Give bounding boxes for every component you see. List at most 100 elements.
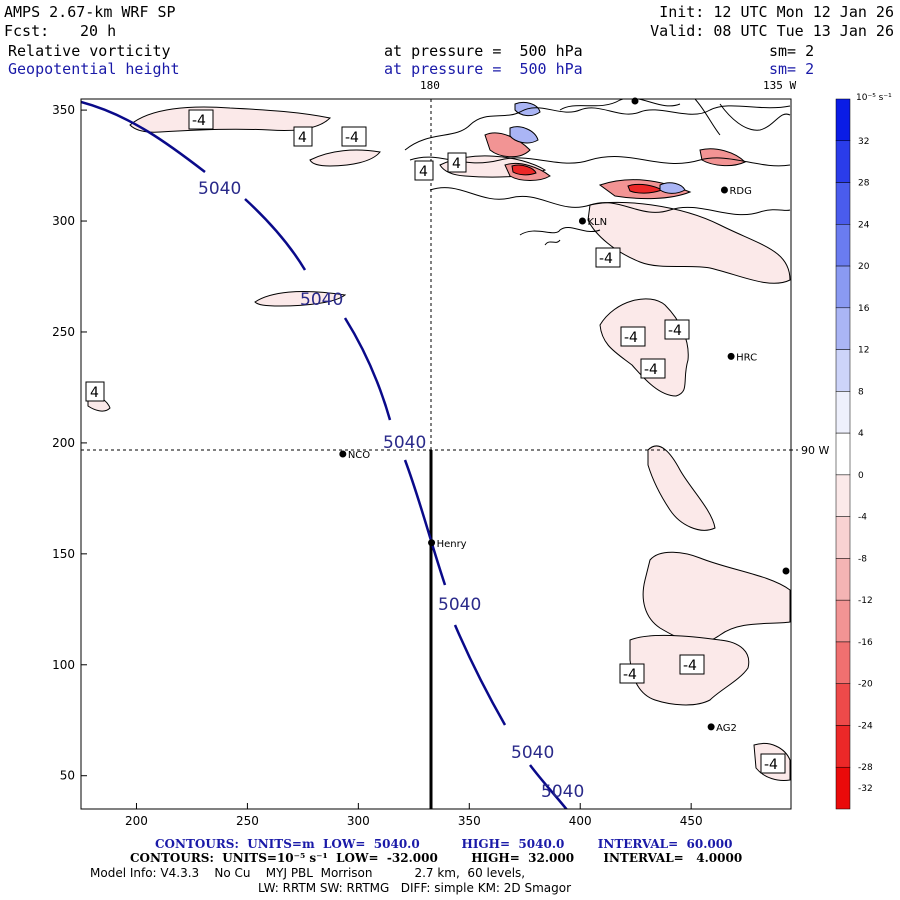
colorbar-swatch <box>835 182 851 225</box>
x-axis-tick-label: 400 <box>569 814 592 828</box>
vorticity-contour-label: -4 <box>764 757 778 773</box>
station-label: RDG <box>729 186 751 197</box>
colorbar-level-label: 20 <box>858 262 870 272</box>
station-label: KLN <box>587 217 607 228</box>
colorbar-level-label: 24 <box>858 220 870 230</box>
colorbar-level-label: -20 <box>858 680 873 690</box>
vorticity-contour-label: -4 <box>644 362 658 378</box>
x-axis-tick-label: 300 <box>347 814 370 828</box>
colorbar-level-label: 0 <box>858 471 864 481</box>
station-marker <box>578 217 586 225</box>
vorticity-contour-label: -4 <box>683 658 697 674</box>
colorbar-level-label: -8 <box>858 554 867 564</box>
meridian-90w-label: 90 W <box>801 444 829 457</box>
colorbar-units: 10⁻⁵ s⁻¹ <box>856 93 892 103</box>
y-axis-tick-label: 150 <box>52 547 75 561</box>
station-marker <box>631 97 639 105</box>
field2-smoothing: sm= 2 <box>769 60 815 78</box>
forecast-value: 20 h <box>80 22 117 40</box>
colorbar-swatch <box>835 558 851 601</box>
field1-smoothing: sm= 2 <box>769 42 815 60</box>
x-axis-tick-label: 250 <box>236 814 259 828</box>
vorticity-contour-label: -4 <box>599 251 613 267</box>
x-axis-tick-label: 350 <box>458 814 481 828</box>
footer-contours-vorticity: CONTOURS: UNITS=10⁻⁵ s⁻¹ LOW= -32.000 HI… <box>130 851 743 865</box>
colorbar-level-label: -16 <box>858 638 873 648</box>
y-axis-tick-label: 300 <box>52 214 75 228</box>
footer-model-info: Model Info: V4.3.3 No Cu MYJ PBL Morriso… <box>90 866 526 880</box>
station-marker <box>782 567 790 575</box>
meridian-180-label: 180 <box>420 79 440 92</box>
colorbar-level-label: -32 <box>858 784 873 794</box>
y-axis-tick-label: 250 <box>52 325 75 339</box>
colorbar-level-label: 28 <box>858 179 870 189</box>
colorbar-swatch <box>835 725 851 768</box>
colorbar-level-label: 4 <box>858 429 864 439</box>
station-marker <box>727 352 735 360</box>
field2-name: Geopotential height <box>8 60 180 78</box>
init-time: Init: 12 UTC Mon 12 Jan 26 <box>659 3 894 21</box>
forecast-label: Fcst: <box>4 22 50 40</box>
vorticity-contour-label: -4 <box>623 667 637 683</box>
footer-contours-height: CONTOURS: UNITS=m LOW= 5040.0 HIGH= 5040… <box>155 837 733 851</box>
y-axis-tick-label: 350 <box>52 103 75 117</box>
colorbar-swatch <box>835 140 851 183</box>
y-axis-tick-label: 200 <box>52 436 75 450</box>
vorticity-contour-label: 4 <box>452 156 461 172</box>
vorticity-contour-label: 4 <box>90 385 99 401</box>
field2-level: at pressure = 500 hPa <box>384 60 583 78</box>
y-axis-tick-label: 100 <box>52 658 75 672</box>
station-label: AG2 <box>716 723 737 734</box>
station-label: NCO <box>348 450 370 461</box>
colorbar-level-label: 32 <box>858 137 869 147</box>
colorbar-swatch <box>835 599 851 643</box>
colorbar-swatch <box>835 766 851 810</box>
colorbar-level-label: -4 <box>858 513 867 523</box>
y-axis-tick-label: 50 <box>60 769 75 783</box>
colorbar-swatch <box>835 391 851 434</box>
colorbar-level-label: -24 <box>858 721 873 731</box>
model-title: AMPS 2.67-km WRF SP <box>4 3 176 21</box>
colorbar-level-label: 8 <box>858 387 864 397</box>
station-marker <box>720 186 728 194</box>
colorbar-swatch <box>835 432 851 476</box>
field1-name: Relative vorticity <box>8 42 171 60</box>
vorticity-contour-label: -4 <box>192 113 206 129</box>
height-contour-label: 5040 <box>541 782 584 802</box>
field1-level: at pressure = 500 hPa <box>384 42 583 60</box>
height-contour-label: 5040 <box>438 595 481 615</box>
colorbar-swatch <box>835 349 851 392</box>
colorbar-swatch <box>835 516 851 559</box>
station-marker <box>428 539 436 547</box>
station-label: Henry <box>437 539 467 550</box>
station-label: HRC <box>736 352 757 363</box>
vorticity-contour-label: 4 <box>298 130 307 146</box>
colorbar-swatch <box>835 641 851 684</box>
height-contour-label: 5040 <box>511 743 554 763</box>
station-marker <box>339 450 347 458</box>
colorbar-swatch <box>835 307 851 350</box>
colorbar-level-label: 12 <box>858 346 869 356</box>
x-axis-tick-label: 450 <box>680 814 703 828</box>
colorbar-swatch <box>835 224 851 267</box>
height-contour-label: 5040 <box>300 290 343 310</box>
vorticity-contour-label: 4 <box>419 164 428 180</box>
colorbar-level-label: -12 <box>858 596 873 606</box>
colorbar-swatch <box>835 683 851 726</box>
valid-time: Valid: 08 UTC Tue 13 Jan 26 <box>650 22 894 40</box>
footer-physics-info: LW: RRTM SW: RRTMG DIFF: simple KM: 2D S… <box>258 881 572 895</box>
x-axis-tick-label: 200 <box>125 814 148 828</box>
vorticity-contour-label: -4 <box>345 130 359 146</box>
height-contour-label: 5040 <box>198 179 241 199</box>
colorbar-level-label: -28 <box>858 763 873 773</box>
height-contour-label: 5040 <box>383 433 426 453</box>
meridian-135w-label: 135 W <box>763 79 797 92</box>
colorbar-swatch <box>835 474 851 517</box>
vorticity-contour-label: -4 <box>668 323 682 339</box>
colorbar-swatch <box>835 98 851 142</box>
vorticity-contour-label: -4 <box>624 330 638 346</box>
colorbar-swatch <box>835 265 851 309</box>
colorbar-level-label: 16 <box>858 304 870 314</box>
